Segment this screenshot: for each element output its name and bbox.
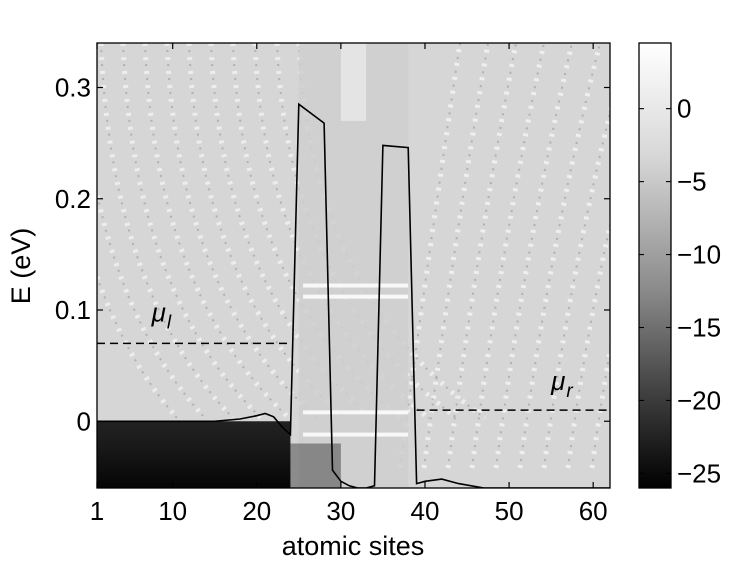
curve-layer [97, 102, 610, 488]
band-profile-line [97, 102, 610, 488]
fringe-line [164, 43, 319, 420]
x-tick-label: 40 [411, 496, 440, 526]
y-tick-label: 0.3 [55, 73, 91, 103]
x-axis-label: atomic sites [282, 531, 425, 561]
fringe-line [208, 43, 375, 420]
y-tick-label: 0.1 [55, 295, 91, 325]
fringe-line [230, 43, 403, 420]
colorbar [638, 42, 672, 489]
dark-lead-region [97, 421, 341, 488]
colorbar-tick-label: −20 [677, 385, 721, 415]
x-tick-label: 30 [326, 496, 355, 526]
x-axis-ticks: 1 10 20 30 40 50 60 [90, 43, 608, 526]
y-tick-label: 0 [77, 406, 91, 436]
resonance-band [303, 432, 409, 437]
x-tick-label: 60 [579, 496, 608, 526]
top-bright-region [340, 43, 367, 121]
colorbar-tick-label: −5 [677, 167, 707, 197]
colorbar-tick-label: 0 [677, 94, 691, 124]
resonance-band [303, 283, 409, 288]
mu-l-symbol: μ [151, 297, 166, 327]
mu-r-symbol: μ [550, 366, 565, 396]
mu-l-subscript: l [167, 312, 172, 333]
x-tick-label: 1 [90, 496, 104, 526]
plot-frame [96, 42, 611, 489]
resonance-band [303, 294, 409, 299]
colorbar-tick-label: −25 [677, 458, 721, 488]
colorbar-tick-label: −10 [677, 240, 721, 270]
heatmap-field [97, 43, 610, 488]
mu-l-label: μl [151, 297, 172, 333]
y-tick-label: 0.2 [55, 184, 91, 214]
fringe-line [97, 188, 206, 419]
x-tick-label: 10 [158, 496, 187, 526]
colorbar-ticks: 0 −5 −10 −15 −20 −25 [639, 94, 721, 488]
mu-r-subscript: r [566, 381, 573, 402]
dark-lead-tail [290, 443, 341, 488]
mu-r-label: μr [550, 366, 573, 402]
resonance-band [303, 410, 409, 415]
colorbar-tick-label: −15 [677, 313, 721, 343]
y-axis-label: E (eV) [6, 228, 36, 305]
x-tick-label: 50 [495, 496, 524, 526]
x-tick-label: 20 [242, 496, 271, 526]
y-axis-ticks: 0 0.1 0.2 0.3 [55, 73, 610, 436]
barrier-region [298, 43, 409, 488]
dark-lead-fill [97, 421, 291, 488]
